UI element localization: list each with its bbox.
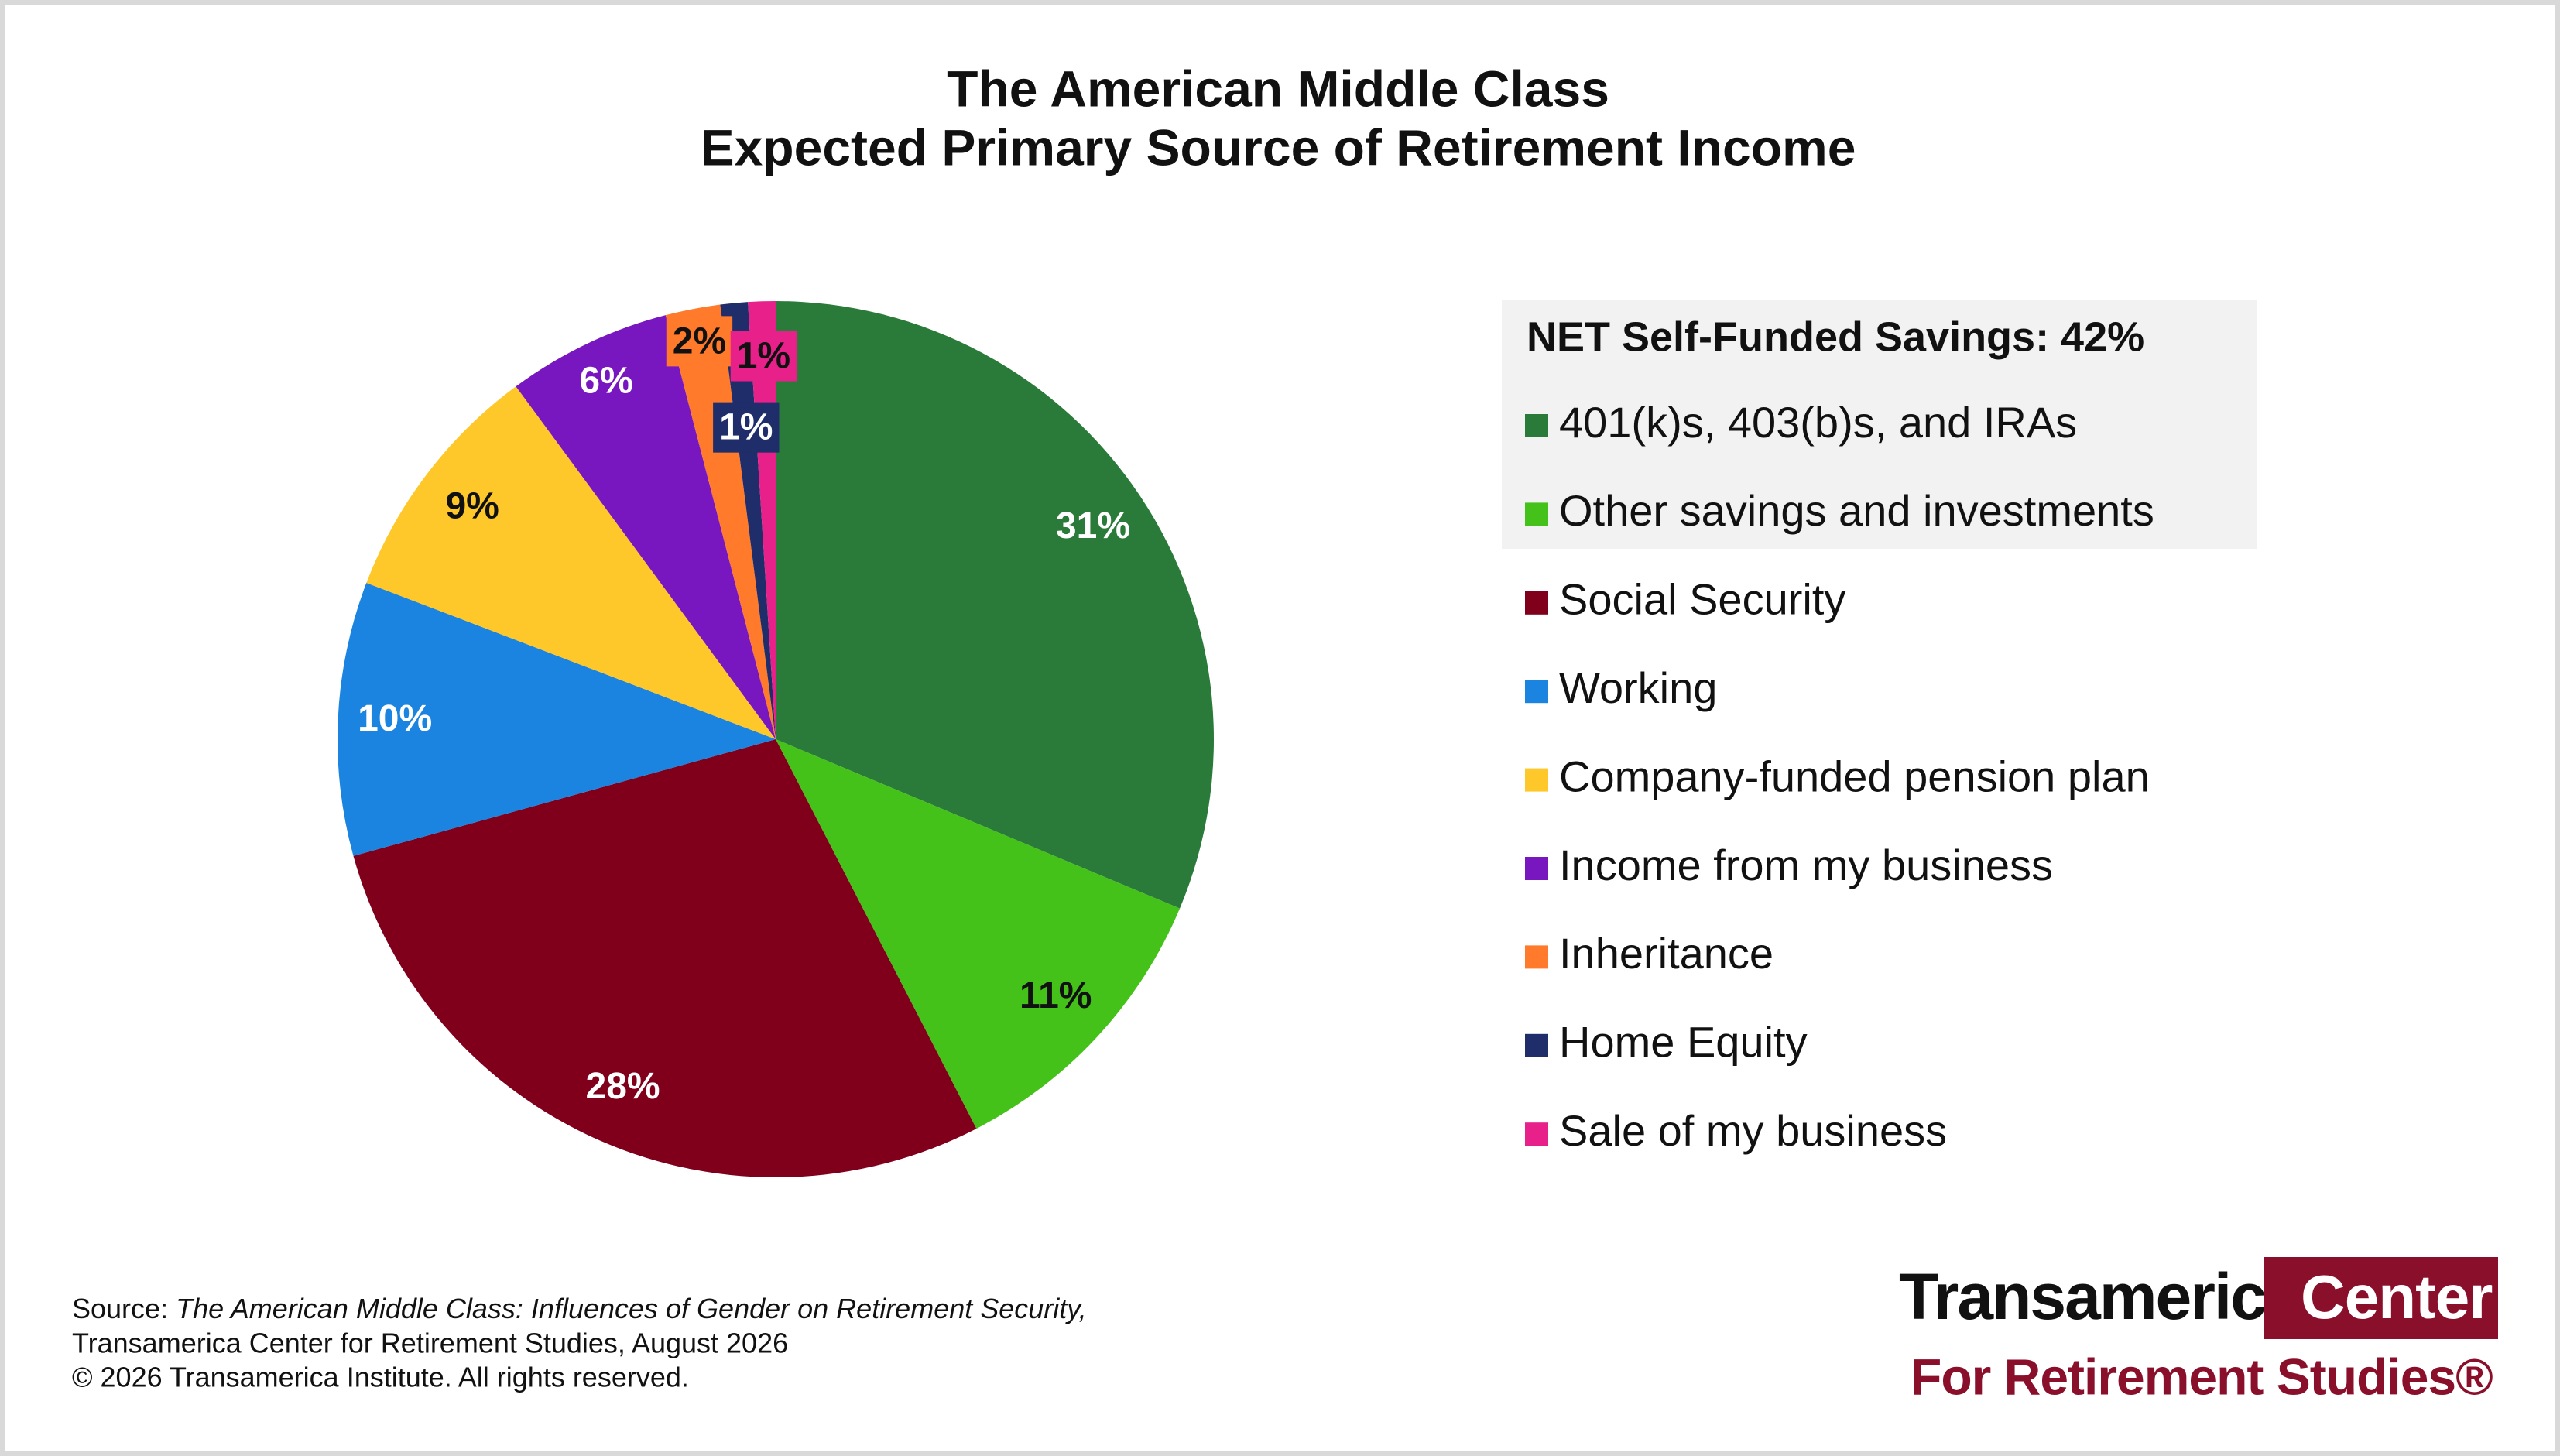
logo-subtitle: For Retirement Studies® xyxy=(1911,1348,2493,1405)
legend-label: Social Security xyxy=(1559,575,1845,624)
label-box xyxy=(666,316,733,367)
slice xyxy=(337,583,776,856)
legend-label: Inheritance xyxy=(1559,929,1773,978)
slice xyxy=(665,304,776,739)
slice xyxy=(353,739,977,1177)
logo-box xyxy=(2264,1257,2498,1339)
legend-swatch xyxy=(1525,1122,1548,1146)
legend-title: NET Self-Funded Savings: 42% xyxy=(1527,313,2144,360)
legend-swatch xyxy=(1525,591,1548,615)
label-box xyxy=(730,331,797,382)
legend-label: Company-funded pension plan xyxy=(1559,752,2150,800)
chart-title: The American Middle Class xyxy=(947,60,1609,117)
legend-label: Other savings and investments xyxy=(1559,486,2154,535)
legend-label: Working xyxy=(1559,663,1717,712)
pie xyxy=(337,301,1215,1177)
slice-label: 9% xyxy=(445,485,499,526)
slice xyxy=(776,301,1215,909)
legend-label: Income from my business xyxy=(1559,841,2053,889)
slice-label: 1% xyxy=(719,407,773,448)
slice-label: 31% xyxy=(1056,505,1130,546)
legend-swatch xyxy=(1525,680,1548,704)
legend-label: Home Equity xyxy=(1559,1018,1808,1067)
legend-label: Sale of my business xyxy=(1559,1106,1947,1155)
slice xyxy=(776,739,1181,1129)
slice xyxy=(366,386,776,739)
source-line: Source: The American Middle Class: Influ… xyxy=(72,1293,1087,1324)
chart-subtitle: Expected Primary Source of Retirement In… xyxy=(701,118,1856,176)
legend: 401(k)s, 403(b)s, and IRAs Other savings … xyxy=(1525,398,2154,1155)
slice-label: 6% xyxy=(579,361,632,402)
legend-swatch xyxy=(1525,945,1548,969)
slice xyxy=(516,315,776,740)
legend-swatch xyxy=(1525,414,1548,437)
slice-label: 10% xyxy=(358,698,432,739)
slice-label: 2% xyxy=(673,320,726,361)
legend-label: 401(k)s, 403(b)s, and IRAs xyxy=(1559,398,2077,447)
logo-name: Transamerica xyxy=(1899,1260,2302,1333)
logo-center: Center xyxy=(2301,1262,2492,1331)
slice-label: 1% xyxy=(737,335,790,376)
slice-label: 11% xyxy=(1020,975,1092,1016)
label-box xyxy=(713,402,780,453)
legend-swatch xyxy=(1525,768,1548,792)
legend-swatch xyxy=(1525,857,1548,880)
source-line: © 2026 Transamerica Institute. All right… xyxy=(72,1362,689,1393)
slice-label: 28% xyxy=(586,1066,660,1107)
source-line: Transamerica Center for Retirement Studi… xyxy=(72,1328,788,1359)
legend-swatch xyxy=(1525,502,1548,526)
source-title: The American Middle Class: Influences of… xyxy=(176,1293,1087,1324)
legend-group-background xyxy=(1502,300,2257,549)
slice-labels: 31% 11% 28% 10% 9% 6% 2% 1% 1% xyxy=(358,316,1130,1107)
source-label: Source: xyxy=(72,1293,168,1324)
legend-swatch xyxy=(1525,1033,1548,1057)
